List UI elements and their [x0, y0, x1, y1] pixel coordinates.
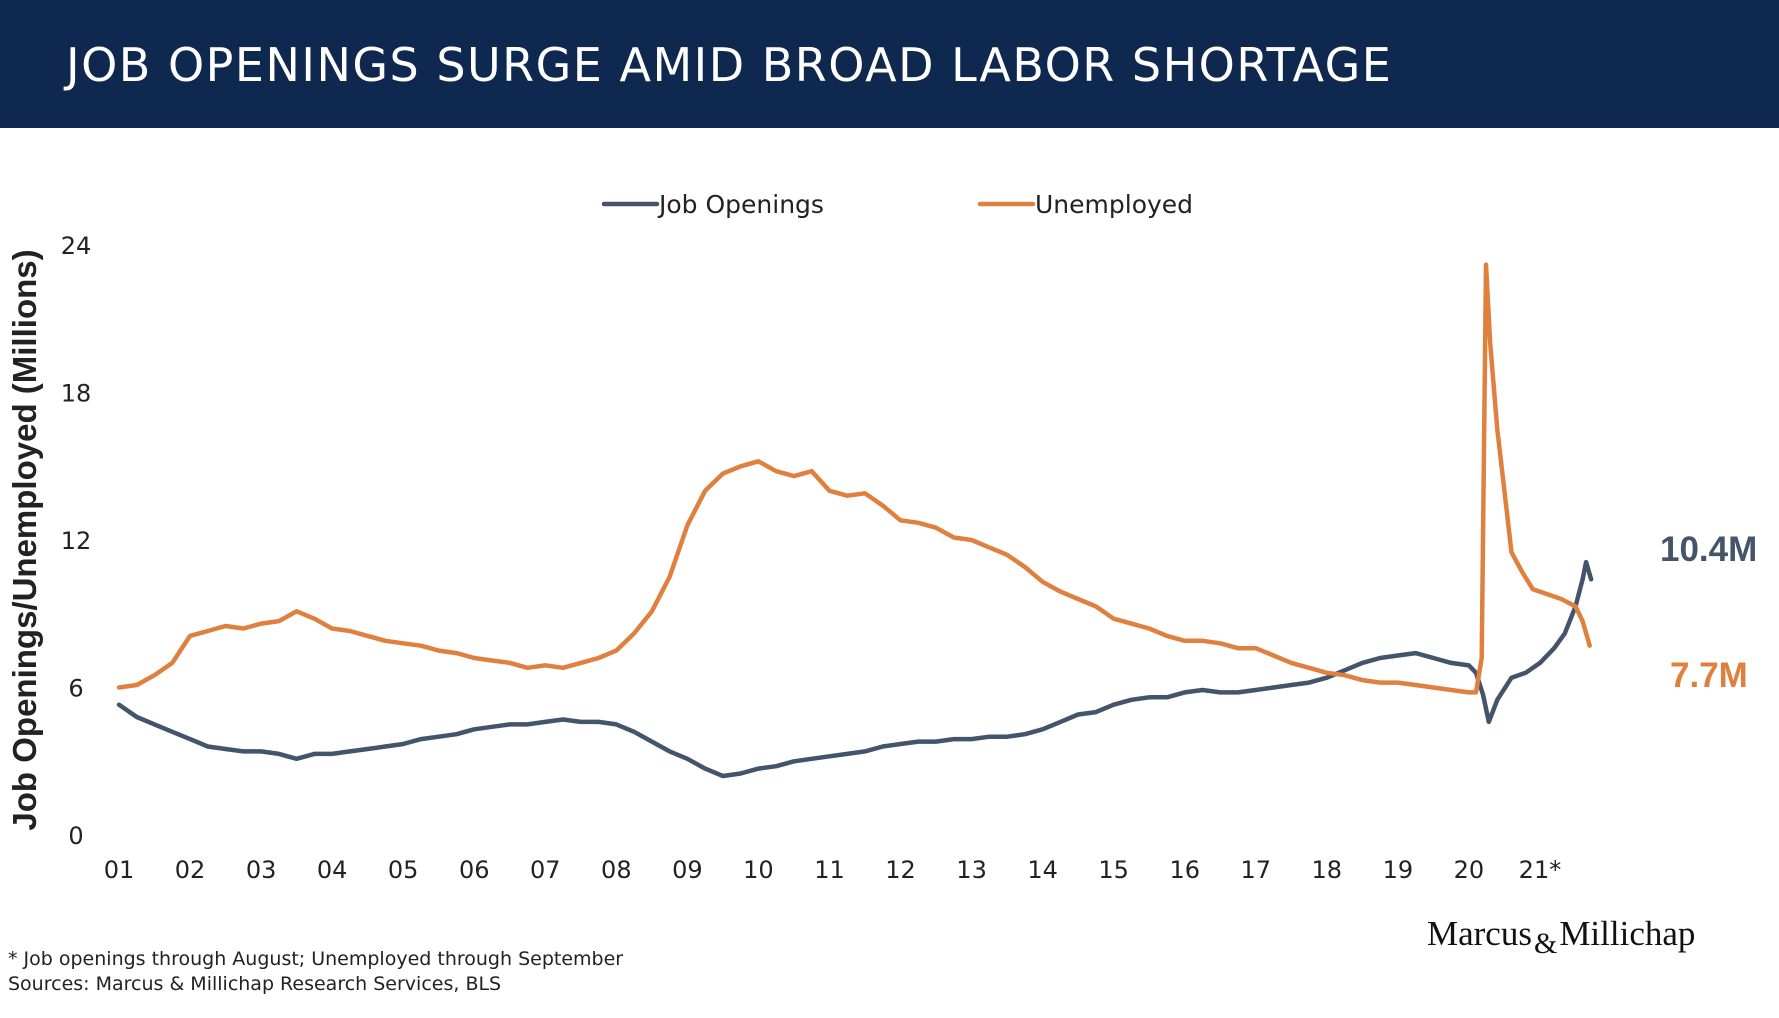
legend: Job Openings Unemployed — [601, 190, 1193, 219]
y-tick-label: 18 — [61, 380, 92, 408]
footnote: * Job openings through August; Unemploye… — [8, 947, 623, 997]
end-label: 10.4M — [1660, 530, 1757, 569]
x-tick-label: 10 — [743, 856, 774, 884]
x-tick-label: 18 — [1312, 856, 1343, 884]
series-line-unemployed — [116, 262, 1592, 695]
x-tick-label: 04 — [317, 856, 348, 884]
y-tick-label: 0 — [68, 822, 83, 850]
x-tick-labels: 01 02 03 04 05 06 07 08 09 10 11 12 13 14 15 16 17 18 19 20… — [104, 856, 1561, 884]
x-tick-label: 05 — [388, 856, 419, 884]
y-tick-label: 24 — [61, 232, 92, 260]
series-lines — [116, 262, 1594, 779]
y-tick-labels: 0 6 12 18 24 — [61, 232, 92, 850]
x-tick-label: 09 — [672, 856, 703, 884]
sources-text: Sources: Marcus & Millichap Research Ser… — [8, 973, 502, 995]
x-tick-label: 02 — [175, 856, 206, 884]
x-tick-label: 12 — [885, 856, 916, 884]
logo-word-marcus: Marcus — [1427, 914, 1532, 953]
legend-label: Unemployed — [1035, 190, 1193, 219]
end-labels: 10.4M 7.7M — [1660, 530, 1757, 695]
x-tick-label: 21* — [1519, 856, 1562, 884]
line-chart: Job Openings/Unemployed (Millions) 06121… — [6, 190, 1757, 884]
x-tick-label: 06 — [459, 856, 490, 884]
x-tick-label: 03 — [246, 856, 277, 884]
y-tick-label: 12 — [61, 527, 92, 555]
x-tick-label: 20 — [1454, 856, 1485, 884]
y-axis-label: Job Openings/Unemployed (Millions) — [6, 249, 43, 830]
series-line-job-openings — [116, 559, 1594, 779]
x-tick-label: 14 — [1027, 856, 1058, 884]
x-tick-label: 19 — [1383, 856, 1414, 884]
marcus-millichap-logo: Marcus&Millichap — [1427, 914, 1696, 960]
x-tick-label: 08 — [601, 856, 632, 884]
y-tick-label: 6 — [68, 675, 83, 703]
title-banner: JOB OPENINGS SURGE AMID BROAD LABOR SHOR… — [0, 0, 1779, 128]
x-tick-label: 07 — [530, 856, 561, 884]
x-tick-label: 13 — [956, 856, 987, 884]
footnote-text: * Job openings through August; Unemploye… — [8, 948, 624, 970]
logo-word-millichap: Millichap — [1559, 914, 1696, 953]
x-tick-label: 16 — [1169, 856, 1200, 884]
legend-label: Job Openings — [657, 190, 824, 219]
end-label: 7.7M — [1670, 656, 1748, 695]
x-tick-label: 11 — [814, 856, 845, 884]
chart-title: JOB OPENINGS SURGE AMID BROAD LABOR SHOR… — [66, 38, 1393, 92]
x-tick-label: 17 — [1240, 856, 1271, 884]
logo-ampersand: & — [1533, 927, 1558, 960]
x-tick-label: 01 — [104, 856, 135, 884]
x-tick-label: 15 — [1098, 856, 1129, 884]
